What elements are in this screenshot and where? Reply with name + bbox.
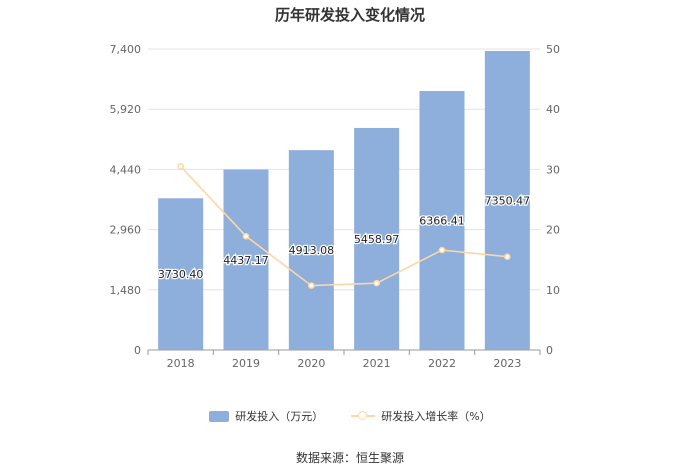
y-left-tick-label: 5,920 [110,103,142,116]
growth-point [307,282,315,289]
legend-item-growth-rate[interactable]: 研发投入增长率（%） [351,408,491,424]
y-right-tick-label: 40 [546,103,560,116]
chart-title: 历年研发投入变化情况 [274,6,425,24]
legend-swatch-bar [209,410,230,422]
data-source: 数据来源：恒生聚源 [295,451,404,465]
legend-label-rd-investment: 研发投入（万元） [235,410,324,423]
bar [419,91,465,351]
y-left-tick-label: 2,960 [110,224,142,237]
y-left-tick-label: 0 [134,344,141,357]
bar-value-label: 7350.47 [485,195,531,208]
bar [223,169,269,350]
y-right-tick-label: 0 [546,344,553,357]
bar-value-label: 5458.97 [354,233,400,246]
y-left-tick-label: 1,480 [110,284,142,297]
x-tick-label: 2018 [167,357,195,370]
bar-value-label: 4913.08 [289,244,335,257]
x-tick-label: 2019 [232,357,260,370]
legend-item-rd-investment[interactable]: 研发投入（万元） [209,408,323,424]
legend-label-growth-rate: 研发投入增长率（%） [381,410,491,423]
x-tick-label: 2021 [363,357,391,370]
growth-point [503,253,511,261]
growth-line [180,165,508,287]
growth-point [177,163,185,170]
x-tick-label: 2020 [297,357,325,370]
bar [158,198,204,350]
legend: 研发投入（万元） 研发投入增长率（%） [0,408,700,424]
y-right-tick-label: 20 [546,224,560,237]
y-left-tick-label: 4,440 [110,163,142,176]
bar-value-label: 3730.40 [158,268,204,281]
x-tick-label: 2023 [493,357,521,370]
bar-value-label: 6366.41 [419,215,465,228]
growth-point [242,232,250,240]
y-right-tick-label: 10 [546,284,560,297]
bar [484,51,530,350]
x-tick-label: 2022 [428,357,456,370]
y-right-tick-label: 50 [546,43,560,56]
combo-chart: 0 0 1,480 10 2,960 20 4,440 30 5,920 40 7,400 50 201… [110,43,561,370]
y-right-tick-label: 30 [546,163,560,176]
y-left-tick-label: 7,400 [110,43,142,56]
bar-value-label: 4437.17 [223,254,269,267]
growth-point [373,279,381,287]
bar [288,150,334,350]
legend-swatch-line [351,410,376,422]
bar [354,127,400,351]
growth-point [438,246,446,254]
